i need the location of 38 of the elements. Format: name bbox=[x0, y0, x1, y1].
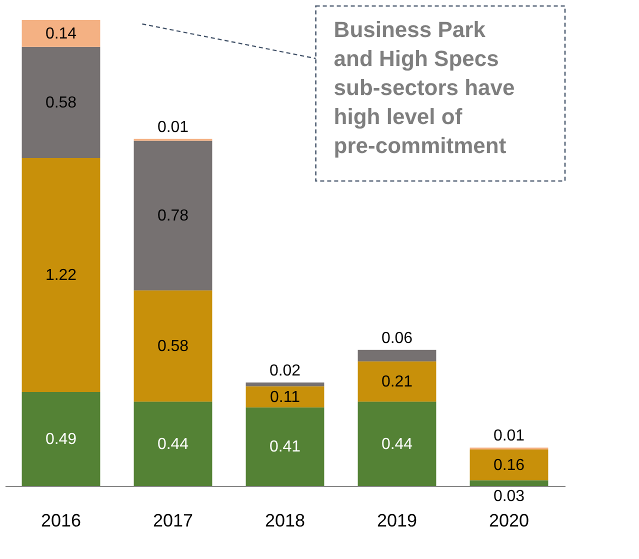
data-label: 0.03 bbox=[493, 488, 525, 505]
bar bbox=[246, 382, 324, 386]
data-label: 0.58 bbox=[45, 94, 77, 112]
data-label: 0.44 bbox=[157, 436, 189, 453]
bar bbox=[246, 386, 324, 408]
data-label: 0.16 bbox=[493, 456, 525, 474]
bar bbox=[470, 450, 548, 480]
x-tick-label: 2018 bbox=[264, 510, 306, 530]
data-label: 0.01 bbox=[493, 428, 525, 445]
bar bbox=[22, 20, 100, 47]
bar bbox=[22, 392, 100, 486]
bar bbox=[134, 140, 212, 290]
data-label: 0.06 bbox=[381, 330, 413, 347]
data-label: 0.21 bbox=[381, 373, 413, 390]
data-label: 0.14 bbox=[45, 25, 77, 42]
data-label: 0.41 bbox=[269, 438, 301, 456]
data-label: 0.02 bbox=[269, 362, 301, 380]
bar bbox=[358, 350, 436, 362]
bar bbox=[470, 480, 548, 486]
x-tick-label: 2020 bbox=[488, 510, 530, 530]
bar bbox=[358, 361, 436, 402]
bar bbox=[246, 407, 324, 486]
bar bbox=[134, 402, 212, 486]
bar bbox=[22, 46, 100, 158]
x-tick-label: 2016 bbox=[40, 510, 82, 530]
data-label: 0.58 bbox=[157, 338, 189, 355]
bar bbox=[358, 402, 436, 486]
data-label: 0.49 bbox=[45, 431, 77, 448]
data-label: 1.22 bbox=[45, 267, 77, 284]
x-tick-label: 2019 bbox=[376, 510, 418, 530]
bar bbox=[134, 290, 212, 402]
annotation: Business Park and High Specs sub-sectors have high level of pre-commitment bbox=[334, 17, 515, 158]
x-tick-label: 2017 bbox=[152, 510, 194, 530]
data-label: 0.11 bbox=[270, 388, 300, 406]
bar bbox=[22, 158, 100, 392]
data-label: 0.78 bbox=[157, 208, 189, 225]
data-label: 0.44 bbox=[381, 436, 413, 453]
data-label: 0.01 bbox=[157, 118, 189, 136]
